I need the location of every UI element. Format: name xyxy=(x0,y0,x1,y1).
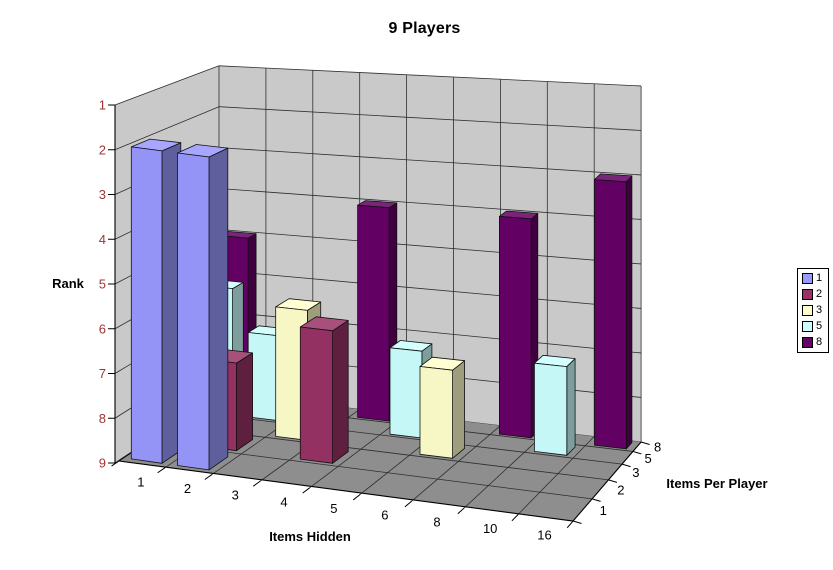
legend-label: 8 xyxy=(816,336,823,348)
legend-entry-3[interactable]: 3 xyxy=(802,305,828,316)
category-tick-label: 3 xyxy=(232,488,239,503)
legend-swatch-8 xyxy=(802,337,813,348)
floor-category-gridline xyxy=(411,425,501,502)
category-tick-label: 8 xyxy=(433,514,440,529)
bar-front-face xyxy=(299,326,334,464)
bar-side-face xyxy=(208,147,229,471)
left-wall-gridline xyxy=(114,65,220,106)
back-wall-gridline xyxy=(218,106,642,131)
legend-swatch-2 xyxy=(802,289,813,300)
value-tick-label: 1 xyxy=(99,98,106,113)
value-tick-label: 8 xyxy=(99,411,106,426)
back-wall-gridline xyxy=(218,65,642,87)
value-tick-label: 3 xyxy=(99,187,106,202)
value-tick-label: 9 xyxy=(99,456,106,471)
floor-row-gridline xyxy=(190,411,623,465)
value-axis-title: Rank xyxy=(52,276,85,291)
bar-front-face xyxy=(275,306,308,441)
category-axis-tick xyxy=(404,500,413,508)
category-axis-tick xyxy=(352,493,361,501)
value-tick-label: 7 xyxy=(99,366,106,381)
legend-label: 5 xyxy=(816,320,823,332)
category-tick-label: 1 xyxy=(137,474,144,489)
legend-swatch-3 xyxy=(802,305,813,316)
back-wall-gridline xyxy=(218,229,642,265)
depth-axis-tick xyxy=(572,520,582,525)
category-tick-label: 16 xyxy=(537,528,551,543)
bar-items-hidden-4-per-player-2[interactable] xyxy=(299,316,349,464)
chart-title: 9 Players xyxy=(388,20,461,37)
depth-tick-label: 5 xyxy=(644,451,651,466)
bar-front-face xyxy=(534,362,568,456)
value-tick-label: 4 xyxy=(99,232,106,247)
bar-front-face xyxy=(419,366,454,459)
category-axis-tick xyxy=(204,473,213,480)
chart-legend: 1 2 3 5 8 xyxy=(797,268,829,353)
back-wall-gridline xyxy=(218,188,642,220)
depth-axis-line xyxy=(572,441,642,522)
depth-tick-label: 3 xyxy=(632,465,639,480)
depth-axis-title: Items Per Player xyxy=(666,476,767,491)
back-wall-gridline xyxy=(218,269,642,309)
depth-tick-label: 1 xyxy=(600,503,607,518)
depth-tick-label: 8 xyxy=(654,440,661,455)
bar-side-face xyxy=(332,319,349,464)
category-axis-tick xyxy=(511,514,519,522)
bar-front-face xyxy=(389,347,423,439)
bar-front-face xyxy=(498,215,532,439)
category-axis-tick xyxy=(111,460,120,467)
floor-category-gridline xyxy=(464,430,548,508)
category-axis-line xyxy=(118,460,574,522)
bar-side-face xyxy=(625,175,633,450)
category-axis-tick xyxy=(302,487,311,494)
bar-front-face xyxy=(357,204,390,422)
category-axis-title: Items Hidden xyxy=(269,529,351,544)
legend-entry-2[interactable]: 2 xyxy=(802,289,828,300)
bar-front-face xyxy=(130,146,163,464)
left-wall-gridline xyxy=(114,106,220,151)
category-axis-tick xyxy=(457,507,465,515)
category-axis-tick xyxy=(157,467,166,474)
category-axis-tick xyxy=(566,520,574,529)
category-tick-label: 5 xyxy=(330,501,337,516)
bar-items-hidden-16-per-player-8[interactable] xyxy=(594,173,633,450)
depth-axis-tick xyxy=(621,463,631,468)
depth-axis-tick xyxy=(632,450,642,455)
bar-items-hidden-2-per-player-1[interactable] xyxy=(177,144,229,471)
bar-side-face xyxy=(452,360,466,459)
bar-front-face xyxy=(594,179,627,450)
category-tick-label: 10 xyxy=(483,521,497,536)
category-tick-label: 2 xyxy=(184,481,191,496)
bar-items-hidden-10-per-player-5[interactable] xyxy=(534,354,576,456)
legend-swatch-5 xyxy=(802,321,813,332)
legend-entry-5[interactable]: 5 xyxy=(802,321,828,332)
legend-swatch-1 xyxy=(802,273,813,284)
depth-axis-tick xyxy=(608,479,618,483)
legend-label: 1 xyxy=(816,272,823,284)
bar-side-face xyxy=(566,358,576,456)
bar-items-hidden-8-per-player-8[interactable] xyxy=(498,210,539,439)
floor-category-gridline xyxy=(517,436,595,515)
legend-entry-1[interactable]: 1 xyxy=(802,273,828,284)
legend-label: 3 xyxy=(816,304,823,316)
legend-label: 2 xyxy=(816,288,823,300)
depth-tick-label: 2 xyxy=(617,482,624,497)
category-tick-label: 4 xyxy=(280,494,287,509)
category-axis-tick xyxy=(252,480,261,487)
depth-axis-tick xyxy=(591,498,601,502)
legend-entry-8[interactable]: 8 xyxy=(802,337,828,348)
depth-axis-tick xyxy=(640,441,650,445)
bar-front-face xyxy=(177,152,210,471)
bar-items-hidden-6-per-player-3[interactable] xyxy=(419,356,466,459)
value-tick-label: 6 xyxy=(99,321,106,336)
category-tick-label: 6 xyxy=(381,508,388,523)
bar-side-face xyxy=(236,352,254,452)
value-tick-label: 5 xyxy=(99,277,106,292)
value-tick-label: 2 xyxy=(99,142,106,157)
back-wall-gridline xyxy=(218,147,642,176)
bar-items-hidden-1-per-player-1[interactable] xyxy=(130,138,182,464)
